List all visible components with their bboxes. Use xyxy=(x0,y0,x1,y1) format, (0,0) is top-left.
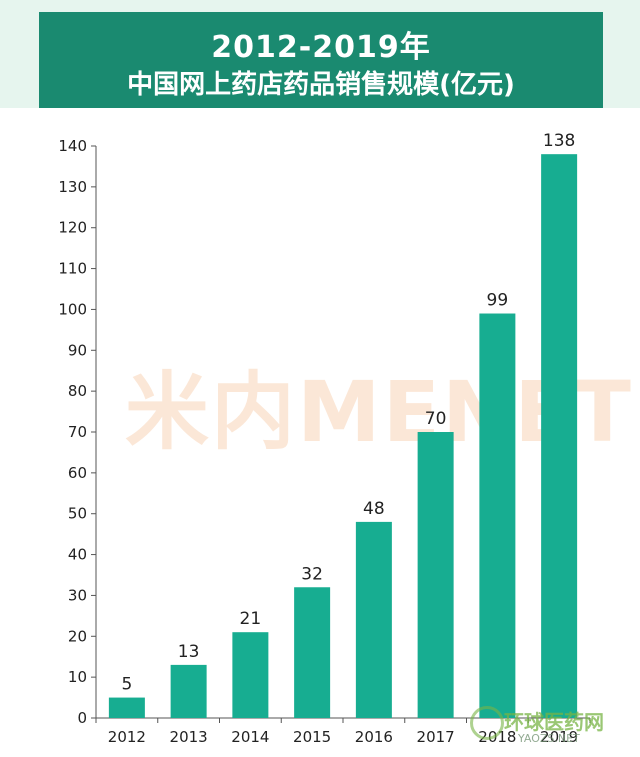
y-tick-label: 140 xyxy=(58,137,87,155)
y-tick-label: 110 xyxy=(58,260,87,278)
chart-title-line1: 2012-2019年 xyxy=(211,30,431,65)
bar-value-label: 13 xyxy=(178,642,200,662)
x-tick-label: 2013 xyxy=(170,728,208,746)
bar xyxy=(232,632,269,718)
bar xyxy=(417,432,454,718)
bar-value-label: 32 xyxy=(301,564,323,584)
bar-value-label: 138 xyxy=(543,131,575,151)
y-tick-label: 120 xyxy=(58,219,87,237)
y-tick-label: 130 xyxy=(58,178,87,196)
logo-watermark-sub: YAOZS.NET xyxy=(518,732,580,745)
y-tick-label: 50 xyxy=(68,505,87,523)
globe-logo-icon xyxy=(470,706,504,740)
y-tick-label: 70 xyxy=(68,423,87,441)
bar-value-label: 5 xyxy=(121,675,132,695)
bar xyxy=(108,697,145,718)
bar-value-label: 70 xyxy=(425,409,447,429)
y-tick-label: 30 xyxy=(68,586,87,604)
bar xyxy=(170,664,207,718)
title-banner: 2012-2019年 中国网上药店药品销售规模(亿元) xyxy=(39,12,603,108)
x-tick-label: 2015 xyxy=(293,728,331,746)
y-tick-label: 90 xyxy=(68,341,87,359)
y-tick-label: 10 xyxy=(68,668,87,686)
y-tick-label: 100 xyxy=(58,300,87,318)
bar-value-label: 21 xyxy=(240,609,262,629)
bar xyxy=(355,521,392,718)
bar-value-label: 48 xyxy=(363,499,385,519)
y-tick-label: 40 xyxy=(68,546,87,564)
y-tick-label: 60 xyxy=(68,464,87,482)
y-tick-label: 20 xyxy=(68,627,87,645)
logo-watermark-text: 环球医药网 xyxy=(504,710,604,734)
y-tick-label: 80 xyxy=(68,382,87,400)
x-tick-label: 2012 xyxy=(108,728,146,746)
x-tick-label: 2014 xyxy=(231,728,269,746)
bar-value-label: 99 xyxy=(487,291,509,311)
x-tick-label: 2019 xyxy=(540,728,578,746)
bar xyxy=(294,587,331,718)
y-tick-label: 0 xyxy=(77,709,87,727)
x-tick-label: 2017 xyxy=(417,728,455,746)
chart-title-line2: 中国网上药店药品销售规模(亿元) xyxy=(127,70,515,100)
bar xyxy=(541,154,578,718)
x-tick-label: 2016 xyxy=(355,728,393,746)
bar xyxy=(479,313,516,718)
